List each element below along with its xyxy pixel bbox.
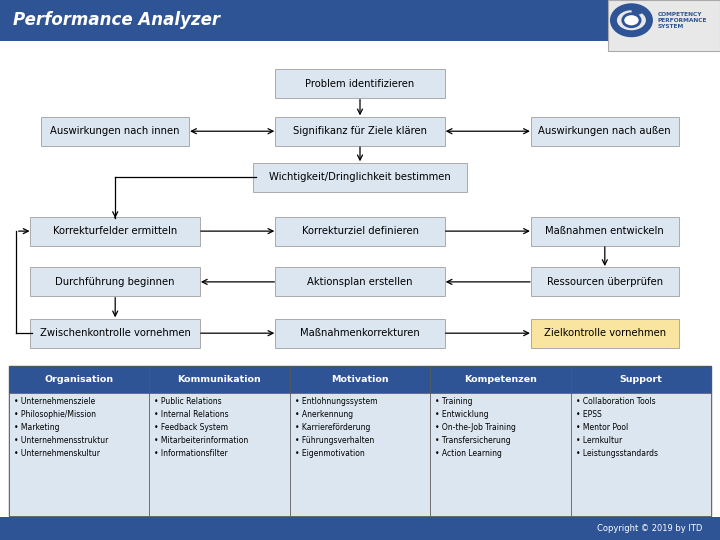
FancyBboxPatch shape xyxy=(571,393,711,516)
Text: Zwischenkontrolle vornehmen: Zwischenkontrolle vornehmen xyxy=(40,328,191,338)
Text: • Training
• Entwicklung
• On-the-Job Training
• Transfersicherung
• Action Lear: • Training • Entwicklung • On-the-Job Tr… xyxy=(436,397,516,458)
Text: Signifikanz für Ziele klären: Signifikanz für Ziele klären xyxy=(293,126,427,136)
FancyBboxPatch shape xyxy=(30,319,200,348)
FancyBboxPatch shape xyxy=(531,217,679,246)
FancyBboxPatch shape xyxy=(9,366,711,516)
FancyBboxPatch shape xyxy=(0,35,720,518)
FancyBboxPatch shape xyxy=(275,217,445,246)
Text: Performance Analyzer: Performance Analyzer xyxy=(13,11,220,29)
Text: Auswirkungen nach außen: Auswirkungen nach außen xyxy=(539,126,671,136)
Text: Zielkontrolle vornehmen: Zielkontrolle vornehmen xyxy=(544,328,666,338)
Circle shape xyxy=(623,14,640,26)
Text: COMPETENCY
PERFORMANCE
SYSTEM: COMPETENCY PERFORMANCE SYSTEM xyxy=(657,12,707,29)
FancyBboxPatch shape xyxy=(41,117,189,146)
Text: Kommunikation: Kommunikation xyxy=(178,375,261,384)
Text: Korrekturfelder ermitteln: Korrekturfelder ermitteln xyxy=(53,226,177,236)
Text: Ressourcen überprüfen: Ressourcen überprüfen xyxy=(546,277,663,287)
FancyBboxPatch shape xyxy=(149,393,289,516)
FancyBboxPatch shape xyxy=(30,267,200,296)
Text: Durchführung beginnen: Durchführung beginnen xyxy=(55,277,175,287)
FancyBboxPatch shape xyxy=(431,393,571,516)
FancyBboxPatch shape xyxy=(571,366,711,393)
Text: Aktionsplan erstellen: Aktionsplan erstellen xyxy=(307,277,413,287)
FancyBboxPatch shape xyxy=(149,366,289,393)
Text: Support: Support xyxy=(620,375,662,384)
Text: • Collaboration Tools
• EPSS
• Mentor Pool
• Lernkultur
• Leistungsstandards: • Collaboration Tools • EPSS • Mentor Po… xyxy=(576,397,658,458)
FancyBboxPatch shape xyxy=(0,517,720,540)
Text: Maßnahmenkorrekturen: Maßnahmenkorrekturen xyxy=(300,328,420,338)
Text: • Public Relations
• Internal Relations
• Feedback System
• Mitarbeiterinformati: • Public Relations • Internal Relations … xyxy=(154,397,248,458)
FancyBboxPatch shape xyxy=(253,163,467,192)
FancyBboxPatch shape xyxy=(275,69,445,98)
FancyBboxPatch shape xyxy=(275,267,445,296)
FancyBboxPatch shape xyxy=(431,366,571,393)
FancyBboxPatch shape xyxy=(531,267,679,296)
Text: Problem identifizieren: Problem identifizieren xyxy=(305,79,415,89)
FancyBboxPatch shape xyxy=(0,0,720,40)
FancyBboxPatch shape xyxy=(608,0,720,51)
FancyBboxPatch shape xyxy=(531,117,679,146)
Text: Copyright © 2019 by ITD: Copyright © 2019 by ITD xyxy=(597,524,702,533)
Text: • Entlohnungssystem
• Anerkennung
• Karriereförderung
• Führungsverhalten
• Eige: • Entlohnungssystem • Anerkennung • Karr… xyxy=(294,397,377,458)
Text: Maßnahmen entwickeln: Maßnahmen entwickeln xyxy=(546,226,664,236)
Text: Organisation: Organisation xyxy=(45,375,114,384)
FancyBboxPatch shape xyxy=(30,217,200,246)
Text: Motivation: Motivation xyxy=(331,375,389,384)
Text: Kompetenzen: Kompetenzen xyxy=(464,375,537,384)
Text: • Unternehmensziele
• Philosophie/Mission
• Marketing
• Unternehmensstruktur
• U: • Unternehmensziele • Philosophie/Missio… xyxy=(14,397,108,458)
Text: Wichtigkeit/Dringlichkeit bestimmen: Wichtigkeit/Dringlichkeit bestimmen xyxy=(269,172,451,182)
FancyBboxPatch shape xyxy=(531,319,679,348)
Text: Auswirkungen nach innen: Auswirkungen nach innen xyxy=(50,126,180,136)
Circle shape xyxy=(631,6,643,15)
Text: Korrekturziel definieren: Korrekturziel definieren xyxy=(302,226,418,236)
FancyBboxPatch shape xyxy=(289,366,431,393)
FancyBboxPatch shape xyxy=(275,319,445,348)
FancyBboxPatch shape xyxy=(9,366,149,393)
FancyBboxPatch shape xyxy=(9,393,149,516)
FancyBboxPatch shape xyxy=(275,117,445,146)
FancyBboxPatch shape xyxy=(289,393,431,516)
